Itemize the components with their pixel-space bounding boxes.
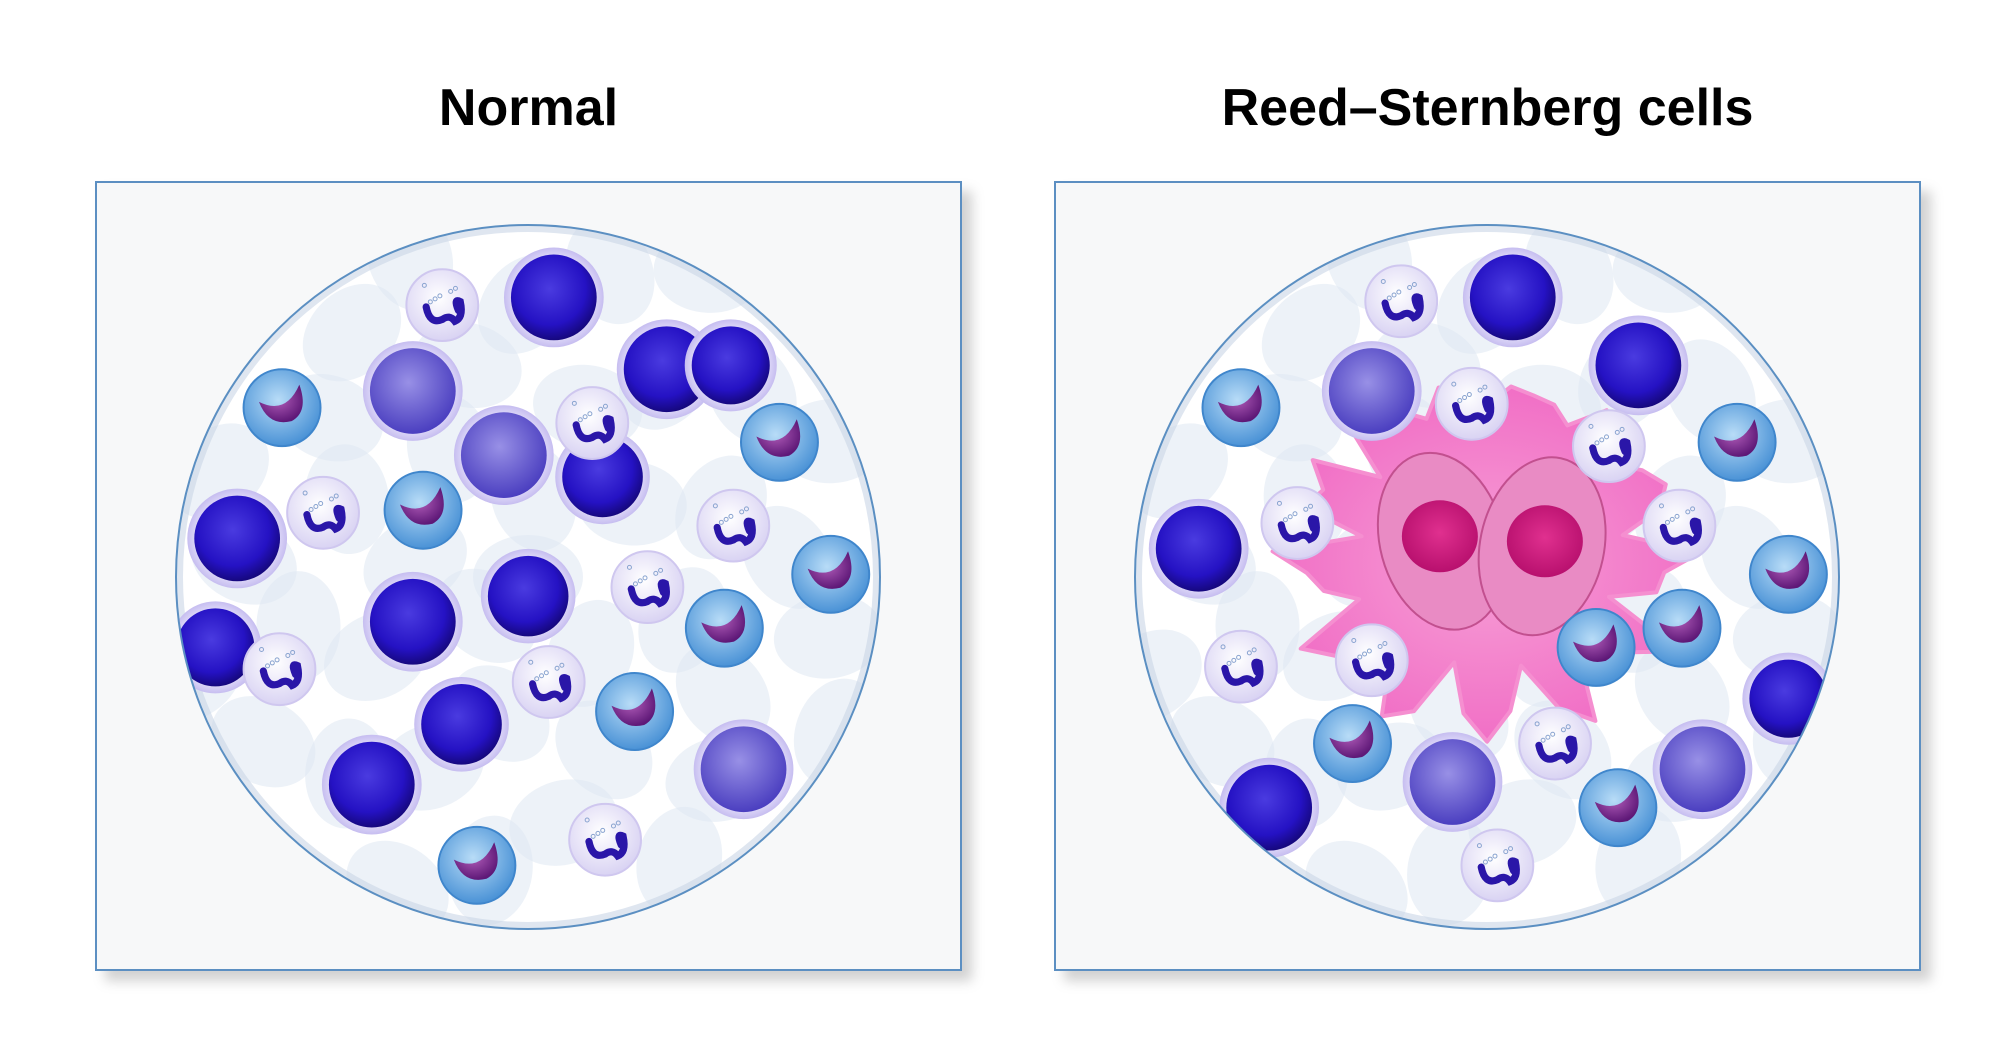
rs-nucleus (1376, 451, 1508, 631)
neutrophil (568, 802, 643, 877)
neutrophil (1334, 623, 1409, 698)
eosinophil (437, 825, 517, 905)
eosinophil (684, 588, 764, 668)
rs-nucleus (1477, 456, 1607, 637)
neutrophil (1364, 264, 1439, 339)
lymphocyte (1588, 315, 1689, 416)
field-border (175, 224, 881, 930)
lymphocyte (187, 488, 288, 589)
eosinophil (595, 672, 675, 751)
eosinophil (1697, 402, 1777, 482)
background-cell (1732, 594, 1839, 679)
panel-reed-sternberg (1054, 181, 1921, 971)
eosinophil (383, 470, 463, 550)
neutrophil (610, 550, 685, 625)
lymphocyte (321, 734, 422, 835)
eosinophil (791, 534, 871, 614)
eosinophil (1578, 768, 1658, 848)
monocyte (693, 719, 794, 820)
neutrophil (1460, 828, 1535, 903)
field-border (1134, 224, 1840, 930)
eosinophil (1748, 534, 1828, 614)
eosinophil (1642, 588, 1722, 668)
eosinophil (1313, 704, 1392, 784)
neutrophil (555, 386, 630, 460)
title-normal: Normal (438, 79, 619, 137)
lymphocyte (1148, 498, 1249, 599)
neutrophil (242, 632, 317, 707)
title-reed-sternberg: Reed–Sternberg cells (1221, 79, 1754, 137)
monocyte (1652, 719, 1753, 820)
neutrophil (1204, 629, 1278, 704)
lymphocyte (414, 677, 509, 772)
monocyte (1402, 732, 1503, 832)
neutrophil (1434, 366, 1509, 441)
lymphocyte (176, 601, 262, 694)
neutrophil (511, 645, 586, 719)
neutrophil (1518, 706, 1592, 781)
neutrophil (696, 488, 771, 563)
lymphocyte (503, 247, 604, 348)
lymphocyte (480, 548, 576, 644)
panel-normal (95, 181, 962, 971)
eosinophil (1556, 607, 1636, 687)
lymphocyte (684, 319, 777, 412)
eosinophil (739, 402, 819, 482)
neutrophil (1260, 486, 1335, 560)
neutrophil (405, 268, 480, 343)
monocyte (362, 341, 463, 441)
monocyte (1321, 341, 1422, 441)
eosinophil (1201, 368, 1281, 448)
neutrophil (286, 475, 360, 550)
lymphocyte (362, 571, 463, 672)
background-cell (773, 594, 880, 679)
neutrophil (1572, 409, 1646, 484)
monocyte (453, 405, 554, 505)
lymphocyte (1462, 247, 1563, 348)
neutrophil (1642, 488, 1717, 563)
eosinophil (242, 368, 322, 448)
